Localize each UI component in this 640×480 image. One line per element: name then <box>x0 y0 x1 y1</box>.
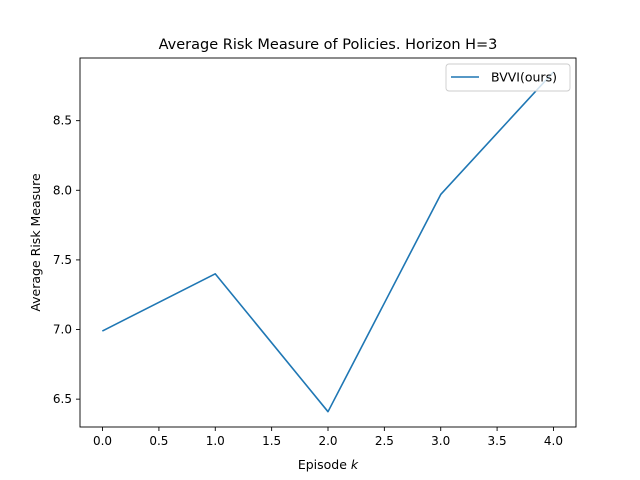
data-point <box>214 273 216 275</box>
x-tick-label: 4.0 <box>544 434 563 448</box>
x-tick-label: 0.5 <box>149 434 168 448</box>
x-tick-label: 2.0 <box>318 434 337 448</box>
data-point <box>440 193 442 195</box>
series-line <box>102 71 555 413</box>
legend: BVVI(ours) <box>445 63 571 92</box>
x-tick-label: 2.5 <box>375 434 394 448</box>
y-tick-label: 7.5 <box>53 253 72 267</box>
x-axis: 0.0 0.5 1.0 1.5 2.0 2.5 3.0 3.5 4.0 <box>93 427 563 448</box>
x-tick-label: 1.5 <box>262 434 281 448</box>
y-tick-label: 6.5 <box>53 392 72 406</box>
plot-area <box>79 57 577 428</box>
x-tick-label: 0.0 <box>93 434 112 448</box>
series-lines <box>102 71 555 413</box>
x-tick-label: 3.0 <box>431 434 450 448</box>
data-point <box>327 411 329 413</box>
legend-label: BVVI(ours) <box>491 70 557 85</box>
y-tick-label: 8.5 <box>53 114 72 128</box>
x-axis-label: Episode k <box>298 457 359 472</box>
legend-box <box>445 63 571 92</box>
y-axis-label: Average Risk Measure <box>28 173 43 312</box>
data-point <box>102 330 104 332</box>
x-tick-label: 1.0 <box>206 434 225 448</box>
x-tick-label: 3.5 <box>488 434 507 448</box>
y-tick-label: 7.0 <box>53 323 72 337</box>
chart-title: Average Risk Measure of Policies. Horizo… <box>159 37 498 53</box>
y-axis: 6.5 7.0 7.5 8.0 8.5 <box>53 114 80 406</box>
y-tick-label: 8.0 <box>53 183 72 197</box>
